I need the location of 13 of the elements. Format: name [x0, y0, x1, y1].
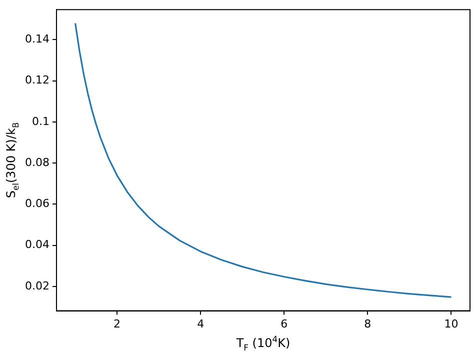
- y-tick-label: 0.12: [24, 74, 50, 87]
- x-tick-label: 6: [280, 317, 288, 330]
- y-axis-title: Sel(300 K)/kB: [4, 122, 20, 198]
- x-tick-label: 2: [114, 317, 121, 330]
- x-tick-label: 8: [364, 317, 372, 330]
- y-tick-label: 0.04: [24, 238, 50, 252]
- y-tick-label: 0.14: [24, 32, 50, 46]
- y-tick-label: 0.08: [24, 156, 50, 169]
- x-tick-label: 4: [197, 317, 204, 330]
- y-tick-label: 0.1: [32, 114, 50, 128]
- y-tick-label: 0.02: [24, 279, 50, 292]
- x-tick-label: 10: [444, 317, 458, 330]
- y-tick-label: 0.06: [24, 197, 50, 210]
